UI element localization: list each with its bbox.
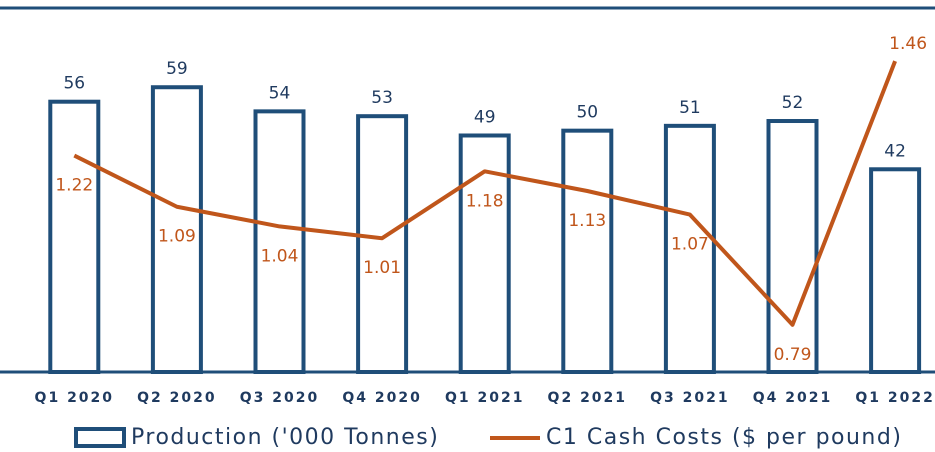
legend-swatch-bar	[74, 427, 126, 448]
bar-value-label: 53	[371, 88, 393, 108]
line-value-label: 1.13	[568, 211, 606, 231]
x-tick-label: Q1 2022	[855, 390, 934, 406]
bar	[150, 85, 203, 375]
line-value-label: 1.07	[671, 235, 709, 255]
x-tick-label: Q4 2020	[342, 390, 421, 406]
bar-value-label: 52	[782, 93, 804, 113]
bar-value-label: 51	[679, 98, 701, 118]
x-tick-label: Q3 2020	[240, 390, 319, 406]
bar-value-label: 59	[166, 59, 188, 79]
bar	[253, 109, 306, 375]
line-value-label: 1.04	[261, 246, 299, 266]
bar-value-label: 54	[269, 83, 291, 103]
line-value-label: 1.01	[363, 258, 401, 278]
x-tick-label: Q1 2020	[35, 390, 114, 406]
bar	[356, 114, 409, 375]
x-tick-label: Q2 2020	[137, 390, 216, 406]
line-value-label: 1.18	[466, 191, 504, 211]
bar	[766, 119, 819, 374]
bar	[663, 123, 716, 374]
x-tick-label: Q4 2021	[753, 390, 832, 406]
bar	[869, 167, 922, 374]
bar-value-label: 56	[63, 74, 85, 94]
bar-value-label: 49	[474, 107, 496, 127]
line-value-label: 0.79	[774, 345, 812, 365]
x-tick-label: Q2 2021	[548, 390, 627, 406]
bar-value-label: 42	[884, 141, 906, 161]
bar	[561, 128, 614, 374]
bar-value-label: 50	[576, 103, 598, 123]
x-tick-label: Q1 2021	[445, 390, 524, 406]
bar	[48, 99, 101, 374]
x-tick-label: Q3 2021	[650, 390, 729, 406]
legend-label: C1 Cash Costs ($ per pound)	[546, 425, 902, 450]
line-value-label: 1.09	[158, 227, 196, 247]
line-value-label: 1.22	[55, 176, 93, 196]
line	[73, 60, 897, 327]
legend-label: Production ('000 Tonnes)	[131, 425, 439, 450]
line-value-label: 1.46	[889, 34, 927, 54]
